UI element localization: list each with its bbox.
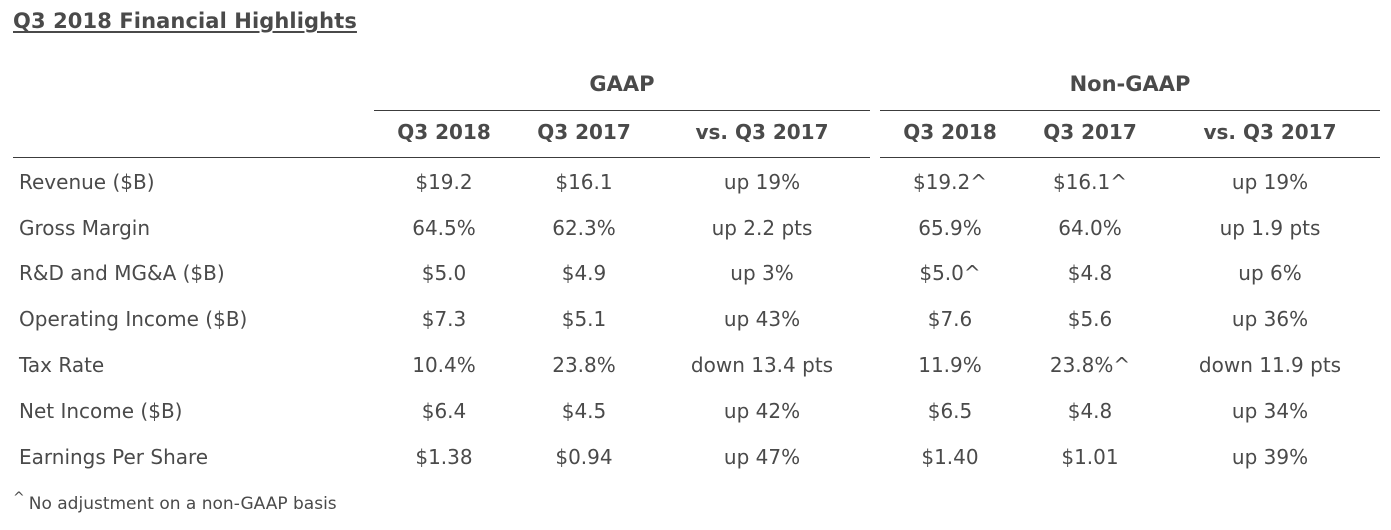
non-gaap-change-value: up 6% [1238, 261, 1302, 285]
gaap-q3-2018-value: 64.5% [412, 216, 476, 240]
non-gaap-change-value: up 19% [1231, 170, 1309, 194]
non-gaap-q3-2017-value: $1.01 [1061, 445, 1119, 469]
gaap-q3-2017-value: $5.1 [561, 307, 607, 331]
gaap-change-value: up 43% [723, 307, 801, 331]
gaap-group-divider [374, 110, 870, 111]
header-divider-gaap [13, 157, 870, 158]
table-row-rd-mga: R&D and MG&A ($B) $5.0 $4.9 up 3% $5.0^ … [0, 253, 1391, 293]
gaap-q3-2017-value: $16.1 [555, 170, 613, 194]
gaap-q3-2018-value: $1.38 [415, 445, 473, 469]
row-label: Net Income ($B) [19, 399, 183, 423]
gaap-group-header: GAAP [589, 72, 655, 96]
gaap-col-header-q3-2017: Q3 2017 [537, 120, 631, 144]
non-gaap-group-header: Non-GAAP [1069, 72, 1191, 96]
gaap-q3-2017-value: $4.5 [561, 399, 607, 423]
non-gaap-change-value: down 11.9 pts [1198, 353, 1342, 377]
non-gaap-col-header-q3-2018: Q3 2018 [903, 120, 997, 144]
non-gaap-q3-2018-value: 65.9% [918, 216, 982, 240]
non-gaap-q3-2017-value: 64.0% [1058, 216, 1122, 240]
table-row-net-income: Net Income ($B) $6.4 $4.5 up 42% $6.5 $4… [0, 391, 1391, 431]
non-gaap-q3-2017-value: $4.8 [1067, 399, 1113, 423]
gaap-change-value: up 19% [723, 170, 801, 194]
header-divider-non-gaap [880, 157, 1380, 158]
footnote-text: No adjustment on a non-GAAP basis [28, 494, 337, 514]
footnote-marker: ^ [13, 490, 25, 506]
table-row-gross-margin: Gross Margin 64.5% 62.3% up 2.2 pts 65.9… [0, 208, 1391, 248]
gaap-change-value: up 2.2 pts [711, 216, 813, 240]
gaap-q3-2017-value: $0.94 [555, 445, 613, 469]
gaap-q3-2018-value: $5.0 [421, 261, 467, 285]
non-gaap-change-value: up 1.9 pts [1219, 216, 1321, 240]
gaap-q3-2018-value: $19.2 [415, 170, 473, 194]
table-row-eps: Earnings Per Share $1.38 $0.94 up 47% $1… [0, 437, 1391, 477]
gaap-col-header-vs: vs. Q3 2017 [695, 120, 829, 144]
row-label: R&D and MG&A ($B) [19, 261, 225, 285]
gaap-col-header-q3-2018: Q3 2018 [397, 120, 491, 144]
gaap-q3-2018-value: 10.4% [412, 353, 476, 377]
gaap-change-value: up 47% [723, 445, 801, 469]
gaap-change-value: up 3% [730, 261, 794, 285]
non-gaap-q3-2017-value: $4.8 [1067, 261, 1113, 285]
gaap-q3-2018-value: $7.3 [421, 307, 467, 331]
non-gaap-q3-2018-value: $1.40 [921, 445, 979, 469]
non-gaap-q3-2018-value: $5.0^ [919, 261, 981, 285]
non-gaap-change-value: up 36% [1231, 307, 1309, 331]
page-title: Q3 2018 Financial Highlights [13, 9, 357, 33]
non-gaap-q3-2018-value: $7.6 [927, 307, 973, 331]
non-gaap-col-header-q3-2017: Q3 2017 [1043, 120, 1137, 144]
non-gaap-q3-2018-value: $19.2^ [912, 170, 987, 194]
row-label: Operating Income ($B) [19, 307, 248, 331]
table-row-revenue: Revenue ($B) $19.2 $16.1 up 19% $19.2^ $… [0, 162, 1391, 202]
non-gaap-q3-2018-value: $6.5 [927, 399, 973, 423]
row-label: Earnings Per Share [19, 445, 209, 469]
row-label: Tax Rate [19, 353, 105, 377]
gaap-q3-2017-value: 23.8% [552, 353, 616, 377]
gaap-change-value: down 13.4 pts [690, 353, 834, 377]
non-gaap-change-value: up 39% [1231, 445, 1309, 469]
non-gaap-q3-2017-value: $5.6 [1067, 307, 1113, 331]
non-gaap-col-header-vs: vs. Q3 2017 [1203, 120, 1337, 144]
gaap-q3-2018-value: $6.4 [421, 399, 467, 423]
footnote: ^ No adjustment on a non-GAAP basis [13, 490, 337, 514]
non-gaap-q3-2017-value: 23.8%^ [1049, 353, 1131, 377]
table-row-operating-income: Operating Income ($B) $7.3 $5.1 up 43% $… [0, 299, 1391, 339]
non-gaap-change-value: up 34% [1231, 399, 1309, 423]
gaap-q3-2017-value: 62.3% [552, 216, 616, 240]
row-label: Revenue ($B) [19, 170, 155, 194]
row-label: Gross Margin [19, 216, 151, 240]
non-gaap-q3-2017-value: $16.1^ [1052, 170, 1127, 194]
non-gaap-q3-2018-value: 11.9% [918, 353, 982, 377]
table-row-tax-rate: Tax Rate 10.4% 23.8% down 13.4 pts 11.9%… [0, 345, 1391, 385]
gaap-change-value: up 42% [723, 399, 801, 423]
non-gaap-group-divider [880, 110, 1380, 111]
gaap-q3-2017-value: $4.9 [561, 261, 607, 285]
